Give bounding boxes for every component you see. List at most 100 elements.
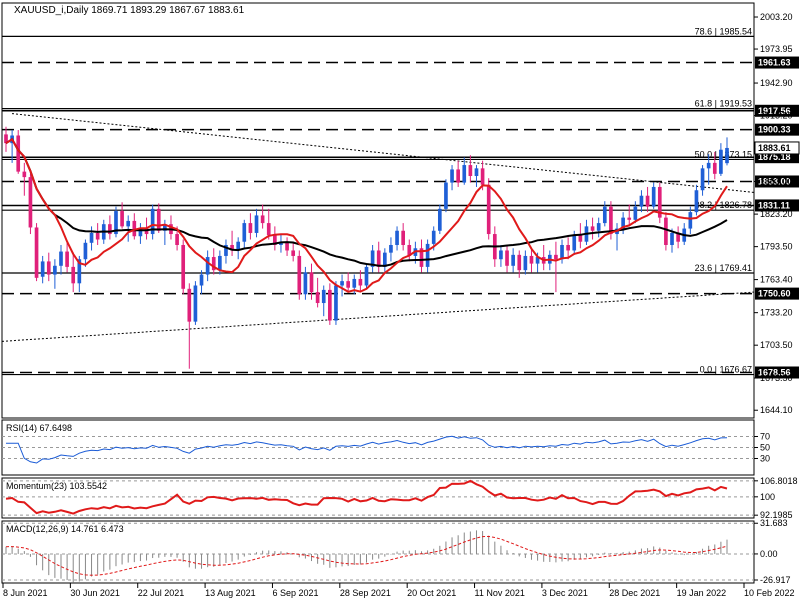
candle-body (700, 168, 705, 191)
level-price-box (755, 175, 799, 188)
candle-body (376, 250, 381, 267)
candle-body (505, 250, 509, 266)
date-label: 3 Dec 2021 (542, 588, 588, 598)
price-grid (754, 16, 758, 411)
date-label: 28 Dec 2021 (609, 588, 660, 598)
candle-body (382, 252, 387, 267)
candle-body (560, 244, 564, 260)
price-tick-label: 1853.00 (760, 176, 793, 186)
candle-body (309, 272, 314, 293)
indicator-level-label: 31.683 (760, 518, 788, 528)
candle-body (444, 182, 448, 209)
level-price-label: 1900.33 (758, 125, 791, 135)
candle-body (719, 149, 723, 174)
candle-body (627, 217, 632, 220)
candles (4, 126, 729, 369)
candle-body (254, 215, 259, 233)
fibonacci-level-label: 0.0 | 1676.67 (700, 365, 752, 375)
candle-body (273, 235, 277, 245)
candle-body (144, 228, 149, 235)
candle-body (285, 241, 289, 251)
level-price-label: 1917.56 (758, 106, 791, 116)
candle-body (431, 230, 436, 244)
candle-body (499, 250, 503, 260)
candle-body (315, 292, 320, 304)
level-price-box (755, 123, 799, 136)
candle-body (633, 206, 638, 220)
candle-body (676, 232, 680, 242)
candle-body (535, 257, 540, 264)
candle-body (46, 261, 51, 275)
candle-body (517, 254, 522, 271)
price-tick-label: 1673.50 (760, 373, 793, 383)
candle-body (114, 211, 118, 235)
candle-body (193, 285, 198, 322)
candle-body (16, 135, 21, 172)
date-label: 11 Nov 2021 (475, 588, 525, 598)
candle-body (602, 206, 607, 224)
candle-body (456, 169, 460, 183)
price-axis: 2003.20 1973.95 1942.90 1913.20 1883.61 1853.… (754, 12, 800, 415)
price-tick-label: 1913.20 (760, 111, 793, 121)
candle-body (108, 224, 112, 235)
candle-body (28, 177, 33, 228)
candle-body (248, 223, 253, 233)
candle-body (425, 243, 430, 267)
price-tick-label: 1644.10 (760, 405, 793, 415)
symbol-header: XAUUSD_i,Daily 1869.71 1893.29 1867.67 1… (14, 5, 245, 16)
level-price-box (755, 104, 799, 117)
candle-body (474, 168, 479, 177)
candle-body (187, 288, 192, 322)
candle-body (566, 244, 570, 251)
candle-body (572, 235, 577, 251)
candle-body (218, 255, 222, 271)
candle-body (40, 261, 45, 277)
ma50-line (5, 137, 728, 293)
candle-body (53, 265, 57, 275)
candle-body (95, 232, 100, 240)
level-price-box (755, 199, 799, 212)
candle-body (83, 242, 88, 260)
candle-body (578, 235, 583, 242)
price-tick-label: 1973.95 (760, 44, 793, 54)
candle-body (71, 266, 76, 284)
level-price-label: 1853.00 (758, 176, 791, 186)
last-price-box (754, 141, 800, 155)
candle-body (407, 244, 412, 256)
indicator-pane-border (1, 520, 755, 584)
candle-body (712, 162, 717, 174)
indicator-level-label: 70 (760, 432, 770, 442)
candle-body (156, 208, 161, 231)
date-axis: 8 Jun 2021 30 Jun 2021 22 Jul 2021 13 Aug 2… (2, 583, 795, 598)
indicator-level-label: -26.917 (760, 575, 791, 585)
price-tick-label: 1733.20 (760, 308, 793, 318)
moving-averages (5, 137, 728, 293)
candle-body (181, 244, 186, 289)
candle-body (65, 251, 69, 267)
candle-body (401, 230, 405, 245)
date-label: 30 Jun 2021 (70, 588, 120, 598)
price-tick-label: 1823.20 (760, 209, 793, 219)
date-label: 10 Feb 2022 (744, 588, 795, 598)
candle-body (370, 250, 375, 267)
candle-body (120, 211, 124, 227)
level-price-label: 1831.11 (758, 200, 790, 210)
descending-trendline (11, 113, 755, 193)
candle-body (706, 162, 711, 169)
candle-body (224, 244, 228, 256)
candle-body (211, 257, 216, 271)
candle-body (328, 289, 332, 321)
candle-body (670, 232, 674, 245)
ma200-line (5, 137, 728, 267)
candle-body (529, 255, 534, 264)
candle-body (303, 272, 308, 295)
fibonacci-level-label: 38.2 | 1826.78 (695, 200, 752, 210)
candle-body (389, 244, 393, 253)
candle-body (462, 165, 467, 183)
date-label: 19 Jan 2022 (677, 588, 727, 598)
candle-body (297, 255, 302, 295)
candle-body (725, 147, 729, 164)
